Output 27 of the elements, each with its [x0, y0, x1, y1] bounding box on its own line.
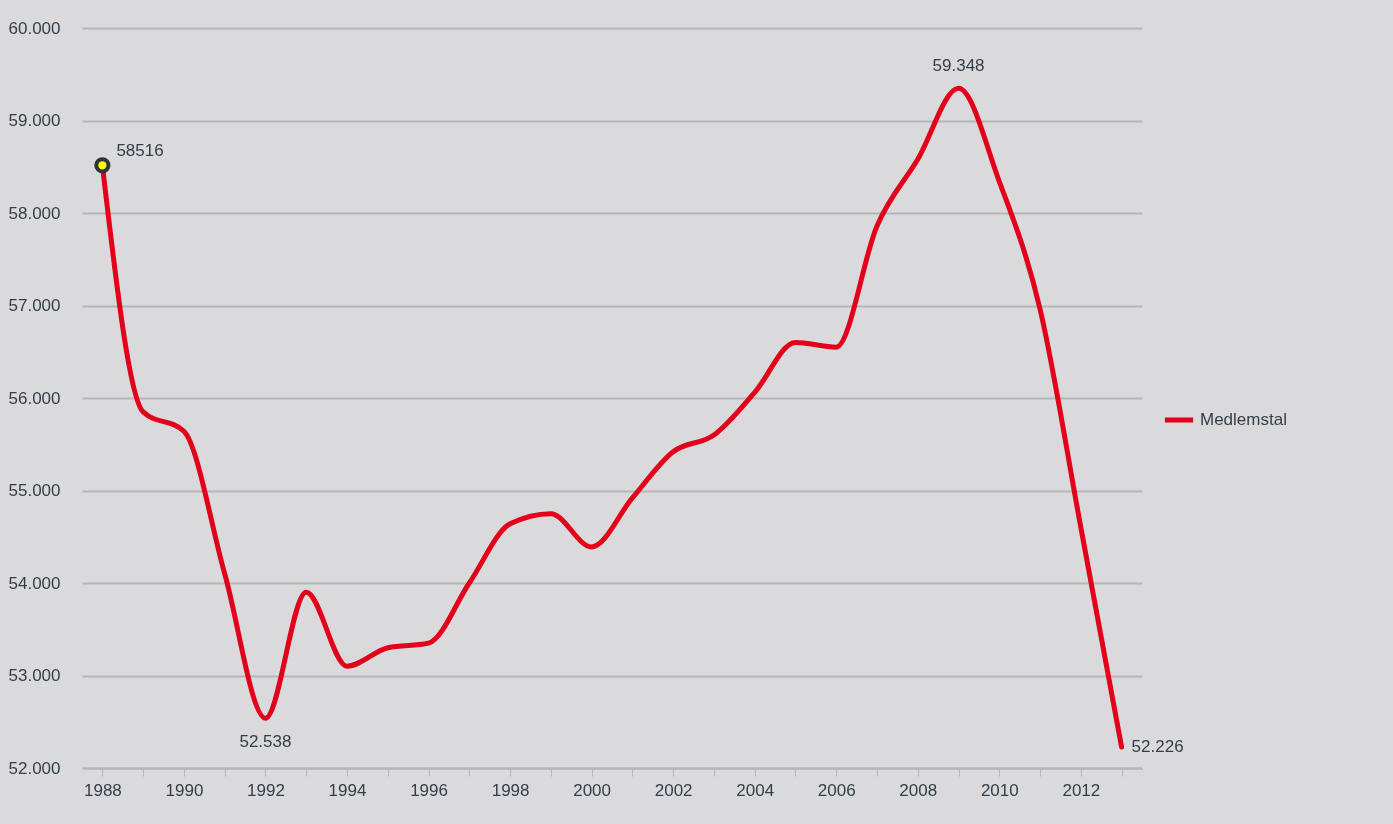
y-tick-label: 52.000: [8, 758, 61, 778]
legend-label: Medlemstal: [1200, 410, 1287, 429]
y-tick-label: 59.000: [8, 111, 61, 130]
data-label: 52.538: [239, 732, 292, 752]
y-tick-label: 56.000: [8, 388, 61, 408]
x-tick-label: 2012: [1062, 780, 1101, 800]
x-tick-label: 2006: [817, 780, 856, 800]
x-tick-label: 2010: [980, 780, 1019, 800]
y-tick-label: 60.000: [8, 18, 61, 38]
y-tick-label: 54.000: [8, 573, 61, 593]
data-label: 59.348: [932, 56, 985, 76]
y-tick-label: 55.000: [8, 481, 61, 500]
x-tick-label: 2002: [654, 780, 693, 800]
x-tick-label: 1990: [165, 780, 204, 800]
x-tick-label: 1998: [491, 780, 530, 800]
data-label: 58516: [116, 141, 164, 161]
x-tick-label: 1992: [247, 780, 285, 800]
y-tick-label: 57.000: [8, 296, 61, 315]
y-tick-label: 58.000: [8, 203, 61, 223]
x-tick-label: 2008: [899, 780, 938, 800]
x-tick-label: 1988: [83, 780, 122, 800]
x-tick-label: 2000: [573, 780, 612, 800]
data-label: 52.226: [1131, 737, 1184, 757]
x-tick-label: 2004: [736, 780, 775, 800]
x-tick-label: 1996: [410, 780, 448, 800]
y-tick-label: 53.000: [8, 666, 61, 685]
x-tick-label: 1994: [328, 780, 367, 800]
